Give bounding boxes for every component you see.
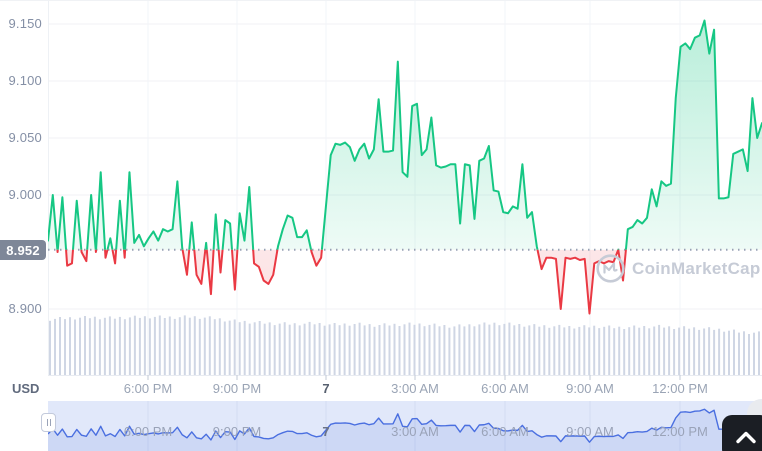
y-axis-label: 9.050 bbox=[8, 130, 42, 145]
navigator-axis-label: 3:00 AM bbox=[391, 424, 439, 439]
navigator-axis-label: 7 bbox=[322, 424, 330, 439]
chevron-up-icon bbox=[736, 431, 756, 444]
price-chart-plot[interactable] bbox=[48, 1, 762, 397]
navigator-plot bbox=[48, 401, 762, 451]
navigator-axis-label: 6:00 PM bbox=[123, 424, 173, 439]
y-axis-label: 8.900 bbox=[8, 301, 42, 316]
scroll-to-top-button[interactable] bbox=[722, 415, 762, 451]
navigator-axis-label: 9:00 PM bbox=[212, 424, 262, 439]
x-axis-label: 9:00 AM bbox=[566, 381, 614, 396]
unit-label: USD bbox=[12, 381, 40, 396]
navigator-axis-label: 6:00 AM bbox=[481, 424, 529, 439]
x-axis-label: 6:00 AM bbox=[481, 381, 529, 396]
current-price-badge: 8.952 bbox=[0, 240, 46, 260]
x-axis-label: 3:00 AM bbox=[391, 381, 439, 396]
y-axis-label: 9.150 bbox=[8, 16, 42, 31]
x-axis-label: 12:00 PM bbox=[652, 381, 708, 396]
y-axis-label: 9.100 bbox=[8, 73, 42, 88]
x-axis-label: 9:00 PM bbox=[212, 381, 262, 396]
x-axis-label: 6:00 PM bbox=[123, 381, 173, 396]
navigator-left-handle-icon[interactable] bbox=[41, 413, 56, 432]
navigator-axis-label: 12:00 PM bbox=[652, 424, 708, 439]
range-navigator[interactable]: 6:00 PM 9:00 PM 7 3:00 AM 6:00 AM 9:00 AM 12:0… bbox=[0, 401, 762, 451]
navigator-axis-label: 9:00 AM bbox=[566, 424, 614, 439]
navigator-selected-range[interactable]: 6:00 PM 9:00 PM 7 3:00 AM 6:00 AM 9:00 AM 12:0… bbox=[41, 401, 762, 451]
y-axis-label: 9.000 bbox=[8, 187, 42, 202]
x-axis-label: 7 bbox=[322, 381, 330, 396]
